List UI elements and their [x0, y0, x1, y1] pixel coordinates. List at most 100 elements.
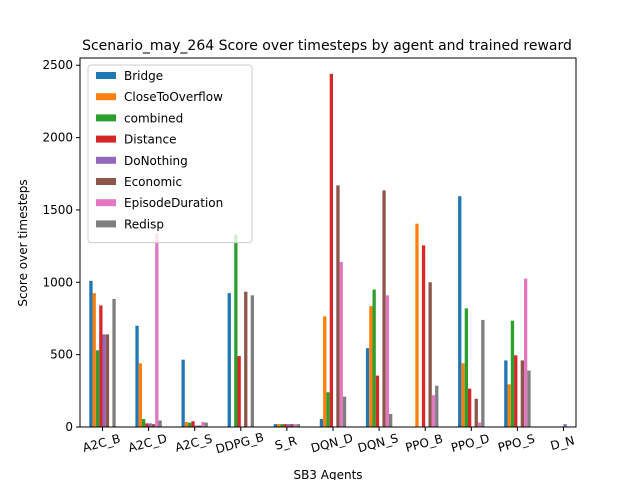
bar-Redisp-S_R [296, 424, 301, 427]
bar-Redisp-PPO_S [527, 370, 531, 427]
bar-Redisp-PPO_B [435, 385, 439, 427]
bar-combined-A2C_D [142, 419, 146, 427]
legend-label: Redisp [124, 217, 164, 231]
bar-CloseToOverflow-PPO_D [461, 363, 465, 427]
bar-combined-DQN_S [372, 289, 376, 427]
bar-Economic-DQN_S [382, 190, 386, 427]
bar-Distance-DQN_S [375, 375, 380, 427]
bar-Economic-PPO_S [520, 360, 524, 427]
bar-Distance-PPO_S [514, 355, 518, 427]
bar-Bridge-A2C_D [135, 325, 139, 427]
x-tick-label: A2C_D [127, 431, 169, 455]
bar-CloseToOverflow-PPO_B [415, 223, 419, 427]
legend-swatch [96, 220, 116, 228]
bar-Bridge-PPO_S [504, 360, 508, 427]
legend-label: Economic [124, 175, 182, 189]
bar-Distance-A2C_D [145, 423, 149, 427]
y-tick-label: 1500 [42, 203, 73, 217]
plot-frame [79, 57, 577, 428]
x-axis: A2C_B A2C_D A2C_S DDPG_B S_R DQN_D DQN_S PPO_B P… [81, 427, 576, 456]
bar-DoNothing-A2C_D [148, 423, 152, 427]
y-tick-label: 1000 [42, 275, 73, 289]
legend-swatch [96, 135, 116, 143]
bar-combined-DDPG_B [234, 234, 238, 427]
x-tick-label: D_N [549, 433, 576, 453]
bar-Bridge-A2C_S [181, 359, 185, 427]
legend-label: Bridge [124, 69, 163, 83]
x-axis-label: SB3 Agents [293, 468, 362, 480]
x-tick-label: PPO_B [404, 431, 444, 454]
legend-box [87, 64, 253, 244]
bar-Redisp-PPO_D [481, 319, 485, 427]
bar-combined-PPO_D [464, 308, 468, 427]
legend-label: DoNothing [124, 154, 188, 168]
bar-Distance-DQN_D [329, 73, 333, 428]
bar-CloseToOverflow-A2C_B [92, 293, 96, 427]
legend-swatch [96, 93, 116, 101]
bar-Bridge-DDPG_B [227, 293, 231, 427]
bar-DoNothing-D_N [563, 424, 567, 427]
bar-EpisodeDuration-DQN_D [339, 262, 343, 427]
x-tick-label: A2C_B [81, 431, 122, 454]
bar-Distance-A2C_B [99, 305, 103, 427]
legend-label: Distance [124, 133, 176, 147]
bar-EpisodeDuration-A2C_D [155, 233, 159, 427]
legend-swatch [96, 156, 116, 164]
bar-Distance-S_R [283, 424, 287, 427]
x-tick-label: DQN_D [309, 431, 354, 456]
bar-EpisodeDuration-DQN_S [385, 295, 389, 427]
legend: Bridge CloseToOverflow combined Distance DoN… [87, 64, 253, 244]
bar-combined-A2C_B [95, 350, 100, 427]
x-tick-label: PPO_D [450, 431, 491, 455]
bar-EpisodeDuration-PPO_D [477, 422, 482, 427]
bar-DoNothing-A2C_S [194, 425, 198, 427]
legend-swatch [96, 114, 116, 122]
bar-CloseToOverflow-A2C_S [184, 421, 189, 427]
bar-Economic-DQN_D [336, 185, 340, 427]
bar-Redisp-A2C_S [204, 422, 208, 427]
bar-combined-A2C_S [188, 422, 192, 427]
bars-layer [89, 73, 567, 428]
bar-EpisodeDuration-A2C_S [201, 421, 205, 427]
legend-label: CloseToOverflow [124, 90, 223, 104]
bar-Bridge-DQN_D [319, 419, 324, 427]
bar-EpisodeDuration-PPO_B [431, 395, 436, 427]
y-axis: 0 500 1000 1500 2000 2500 [42, 58, 80, 434]
bar-CloseToOverflow-S_R [277, 424, 281, 427]
bar-combined-S_R [280, 424, 284, 427]
bar-Redisp-DQN_S [389, 413, 393, 427]
bar-Economic-PPO_D [474, 398, 478, 427]
bar-Distance-PPO_B [421, 245, 426, 427]
bar-Redisp-A2C_D [158, 420, 162, 427]
bar-CloseToOverflow-DQN_D [323, 316, 327, 427]
y-tick-label: 500 [50, 348, 73, 362]
x-tick-label: DDPG_B [214, 430, 265, 456]
bar-Redisp-A2C_B [112, 298, 116, 427]
bar-Distance-DDPG_B [237, 356, 241, 427]
bar-Economic-PPO_B [428, 282, 432, 427]
bar-Economic-A2C_D [151, 424, 156, 427]
legend-label: combined [124, 111, 183, 125]
bar-Distance-A2C_S [191, 421, 195, 427]
bar-Redisp-DQN_D [342, 396, 347, 427]
bar-Economic-A2C_B [105, 334, 110, 427]
chart-title: Scenario_may_264 Score over timesteps by… [82, 38, 572, 54]
bar-CloseToOverflow-DQN_S [369, 306, 373, 427]
legend-swatch [96, 72, 116, 79]
bar-Economic-DDPG_B [244, 291, 248, 427]
bar-Bridge-PPO_D [458, 196, 462, 427]
y-tick-label: 0 [65, 420, 73, 434]
y-tick-label: 2500 [42, 58, 73, 72]
bar-CloseToOverflow-PPO_S [507, 384, 511, 427]
bar-Economic-A2C_S [198, 425, 202, 427]
y-axis-label: Score over timesteps [16, 179, 30, 306]
legend-swatch [96, 178, 116, 185]
bar-Bridge-S_R [273, 424, 277, 427]
bar-EpisodeDuration-PPO_S [524, 278, 528, 427]
legend-swatch [96, 199, 116, 207]
x-tick-label: S_R [273, 434, 298, 453]
bar-Bridge-DQN_S [365, 348, 370, 427]
bar-Distance-PPO_D [468, 388, 472, 427]
bar-combined-DQN_D [326, 392, 330, 427]
